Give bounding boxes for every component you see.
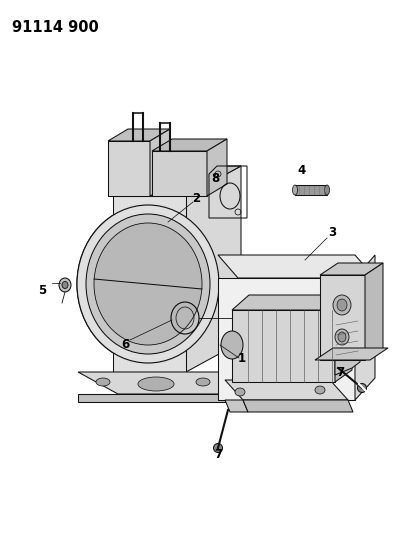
Polygon shape	[113, 166, 241, 196]
Ellipse shape	[335, 329, 349, 345]
Ellipse shape	[94, 223, 202, 345]
Text: 8: 8	[211, 172, 219, 184]
Polygon shape	[320, 263, 383, 275]
Polygon shape	[365, 263, 383, 360]
Polygon shape	[108, 129, 170, 141]
Text: 4: 4	[298, 164, 306, 176]
Polygon shape	[152, 139, 227, 151]
Ellipse shape	[235, 388, 245, 396]
Polygon shape	[225, 380, 348, 400]
Text: 7: 7	[336, 367, 344, 379]
Polygon shape	[108, 141, 150, 196]
Polygon shape	[218, 278, 355, 400]
Polygon shape	[113, 196, 186, 372]
Polygon shape	[315, 348, 388, 360]
Polygon shape	[243, 400, 353, 412]
Ellipse shape	[259, 306, 311, 364]
Polygon shape	[152, 151, 207, 196]
Ellipse shape	[62, 281, 68, 288]
Polygon shape	[78, 394, 268, 402]
Ellipse shape	[315, 386, 325, 394]
Polygon shape	[335, 300, 360, 375]
Text: 5: 5	[38, 284, 46, 296]
Polygon shape	[225, 400, 248, 412]
Text: 3: 3	[328, 227, 336, 239]
Ellipse shape	[86, 214, 210, 354]
Ellipse shape	[333, 295, 351, 315]
Ellipse shape	[246, 298, 256, 310]
Ellipse shape	[196, 378, 210, 386]
Polygon shape	[236, 279, 266, 329]
Polygon shape	[207, 139, 227, 196]
Text: 2: 2	[192, 191, 200, 205]
Ellipse shape	[337, 299, 347, 311]
Polygon shape	[186, 166, 241, 372]
Ellipse shape	[213, 443, 222, 453]
Ellipse shape	[77, 205, 219, 363]
Polygon shape	[232, 310, 335, 382]
Polygon shape	[232, 295, 352, 310]
Ellipse shape	[59, 278, 71, 292]
Ellipse shape	[324, 185, 330, 195]
Text: 7: 7	[214, 448, 222, 462]
Text: 1: 1	[238, 351, 246, 365]
Ellipse shape	[138, 377, 174, 391]
Polygon shape	[150, 129, 170, 196]
Ellipse shape	[357, 384, 367, 392]
Polygon shape	[78, 372, 268, 394]
Ellipse shape	[96, 378, 110, 386]
Ellipse shape	[338, 332, 346, 342]
Ellipse shape	[94, 223, 202, 345]
Ellipse shape	[86, 214, 210, 354]
Polygon shape	[218, 255, 375, 278]
Ellipse shape	[293, 185, 297, 195]
Polygon shape	[295, 185, 327, 195]
Ellipse shape	[242, 293, 260, 315]
Polygon shape	[355, 255, 375, 400]
Text: 6: 6	[121, 338, 129, 351]
Ellipse shape	[221, 331, 243, 359]
Ellipse shape	[77, 205, 219, 363]
Text: 91114 900: 91114 900	[12, 20, 99, 35]
Polygon shape	[320, 275, 365, 360]
Polygon shape	[335, 295, 352, 382]
